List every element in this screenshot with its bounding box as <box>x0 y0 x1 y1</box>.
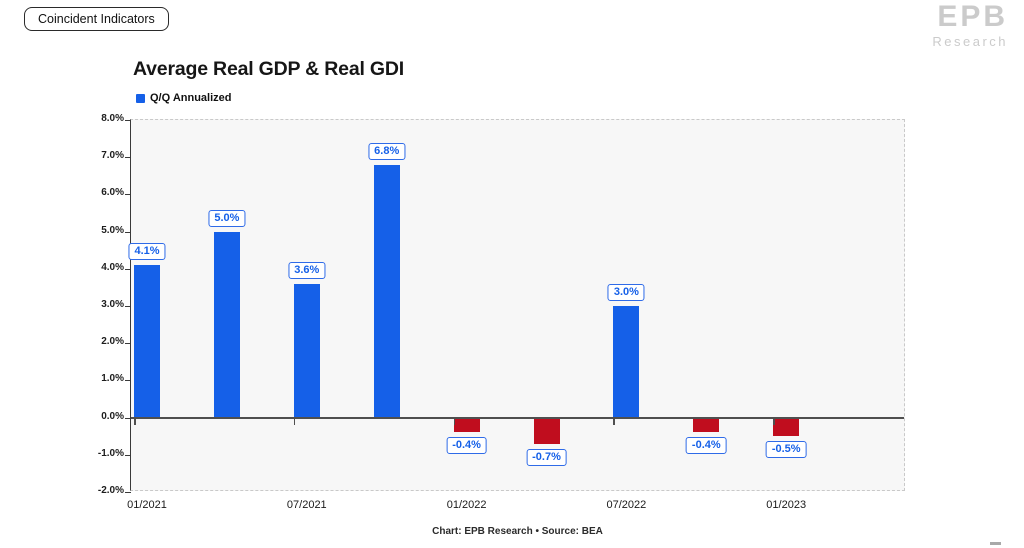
bar-01/2022 <box>453 417 480 433</box>
y-axis-tick <box>125 157 131 159</box>
bar-01/2023 <box>773 417 800 437</box>
y-axis-label: -2.0% <box>97 485 124 496</box>
x-axis-label: 01/2021 <box>127 499 167 511</box>
x-axis-tick <box>453 417 456 425</box>
chart-credit: Chart: EPB Research • Source: BEA <box>432 526 603 537</box>
y-axis-label: 3.0% <box>101 299 124 310</box>
bar-value-label: -0.4% <box>446 437 487 455</box>
bar-value-label: -0.7% <box>526 448 567 466</box>
epb-research-logo: EPB Research <box>932 0 1008 49</box>
x-axis-label: 07/2022 <box>606 499 647 511</box>
x-axis-tick <box>773 417 775 425</box>
bar-07/2022 <box>613 306 640 418</box>
bar-value-label: 3.0% <box>607 284 645 301</box>
x-axis-label: 07/2021 <box>286 499 327 511</box>
corner-dash <box>990 542 1001 545</box>
bar-04/2022 <box>533 417 560 444</box>
y-axis-label: 7.0% <box>101 150 124 162</box>
bar-value-label: -0.5% <box>765 441 807 459</box>
logo-brand-text: EPB <box>937 0 1008 33</box>
legend-swatch-icon <box>136 93 145 103</box>
y-axis-label: 2.0% <box>101 336 124 348</box>
x-axis-tick <box>293 417 296 425</box>
plot-area: 8.0% 7.0% 6.0% 5.0% 4.0% 3.0% 2.0% 1.0% 0.0% -1.0… <box>98 113 905 511</box>
bar-value-label: 3.6% <box>288 261 326 279</box>
y-axis-label: 4.0% <box>101 261 124 273</box>
zero-baseline <box>131 417 904 420</box>
bar-value-label: -0.4% <box>685 437 727 455</box>
bar-10/2021 <box>373 164 400 418</box>
bar-value-label: 6.8% <box>368 142 406 160</box>
logo-sub-text: Research <box>932 34 1008 49</box>
y-axis-label: 6.0% <box>101 187 124 199</box>
y-axis-tick <box>125 343 131 345</box>
y-axis-tick <box>125 120 131 121</box>
y-axis-tick <box>125 417 131 419</box>
bar-07/2021 <box>293 283 320 418</box>
x-axis-tick <box>613 417 615 425</box>
y-axis-tick <box>125 454 131 456</box>
y-axis-tick <box>125 268 131 270</box>
y-axis-label: 0.0% <box>101 410 124 422</box>
bar-01/2021 <box>134 265 160 418</box>
y-axis-label: 8.0% <box>101 113 124 124</box>
y-axis-label: 5.0% <box>101 224 124 236</box>
y-axis-tick <box>125 380 131 382</box>
bar-10/2022 <box>693 417 720 433</box>
chart-title: Average Real GDP & Real GDI <box>133 58 404 80</box>
legend-label: Q/Q Annualized <box>150 92 232 104</box>
bar-value-label: 5.0% <box>208 209 246 227</box>
x-axis-label: 01/2023 <box>766 499 807 511</box>
y-axis-tick <box>125 231 131 233</box>
x-axis-tick <box>134 417 136 425</box>
bar-04/2021 <box>213 231 240 418</box>
y-axis-label: 1.0% <box>101 373 124 385</box>
bar-value-label: 4.1% <box>128 243 166 261</box>
y-axis-tick <box>125 492 131 493</box>
x-axis-label: 01/2022 <box>446 499 487 511</box>
y-axis-label: -1.0% <box>97 447 124 459</box>
y-axis-tick <box>125 194 131 196</box>
y-axis-tick <box>125 306 131 307</box>
chart-legend: Q/Q Annualized <box>136 92 232 104</box>
coincident-indicators-button[interactable]: Coincident Indicators <box>24 7 169 31</box>
